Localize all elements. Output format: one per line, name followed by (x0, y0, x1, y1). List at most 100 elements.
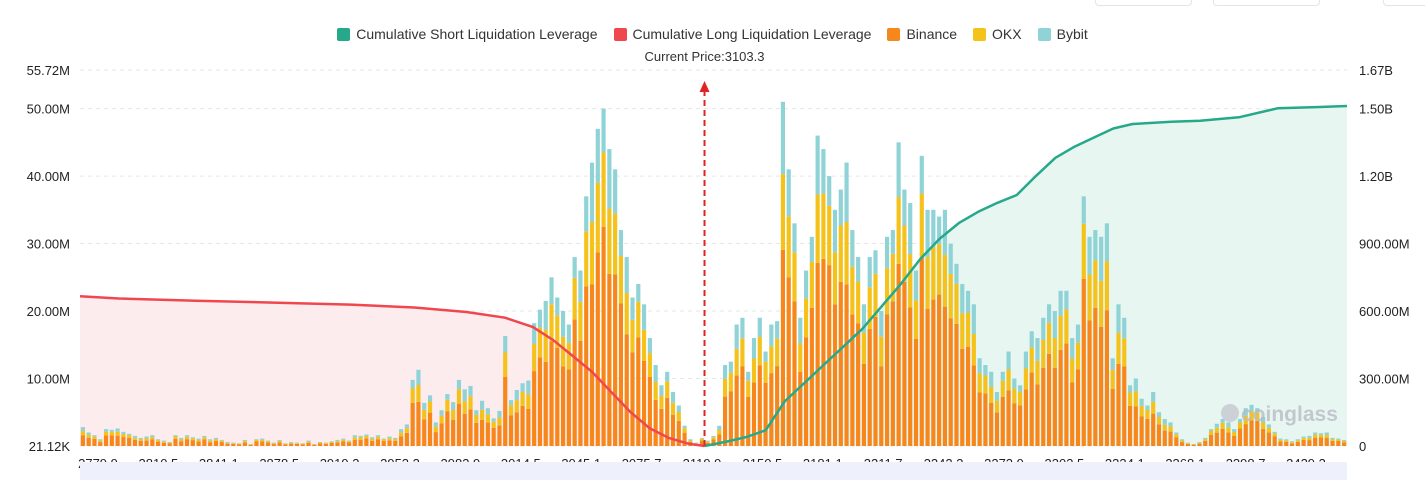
bar-okx (1104, 261, 1109, 311)
bar-okx (722, 378, 728, 397)
bar-okx (289, 442, 294, 444)
bar-okx (254, 439, 259, 442)
legend-item-long[interactable]: Cumulative Long Liquidation Leverage (613, 26, 871, 42)
legend-swatch-long (613, 27, 627, 41)
bar-bybit (537, 309, 543, 328)
bar-okx (387, 438, 392, 441)
bar-okx (393, 439, 398, 441)
bar-bybit (925, 209, 930, 258)
toolbar-button-2[interactable] (1213, 0, 1320, 6)
bar-okx (427, 401, 433, 413)
bar-binance (977, 392, 982, 446)
bar-okx (98, 440, 103, 443)
bar-bybit (1197, 441, 1202, 443)
bar-okx (861, 332, 867, 364)
bar-bybit (1342, 439, 1347, 442)
bar-bybit (156, 439, 161, 441)
bar-okx (636, 301, 641, 338)
bar-okx (856, 281, 861, 324)
y-left-tick-label: 10.00M (27, 372, 70, 387)
bar-okx (1006, 369, 1011, 391)
bar-binance (254, 441, 259, 446)
bar-bybit (589, 162, 595, 223)
y-left-tick-label: 21.12K (29, 439, 71, 454)
bar-okx (1000, 380, 1005, 398)
bar-binance (913, 338, 919, 446)
bar-bybit (815, 135, 820, 195)
bar-okx (670, 402, 676, 415)
legend-item-binance[interactable]: Binance (887, 26, 957, 42)
bar-binance (717, 434, 722, 446)
bar-bybit (1180, 439, 1185, 441)
bar-bybit (1249, 404, 1254, 412)
bar-binance (670, 414, 676, 446)
bar-binance (115, 435, 120, 446)
bar-bybit (722, 365, 728, 379)
bar-okx (532, 344, 537, 372)
bar-okx (381, 439, 386, 442)
bar-bybit (1029, 331, 1034, 348)
bar-binance (150, 439, 155, 446)
bar-bybit (850, 230, 855, 267)
bar-binance (462, 413, 467, 446)
bar-bybit (572, 257, 577, 278)
bar-binance (341, 441, 346, 446)
bar-bybit (561, 311, 566, 337)
bar-binance (1133, 406, 1138, 446)
legend-item-short[interactable]: Cumulative Short Liquidation Leverage (337, 26, 598, 42)
short-line (704, 104, 1348, 448)
bar-okx (242, 441, 247, 443)
bar-bybit (150, 435, 155, 438)
bar-okx (364, 435, 369, 439)
bar-binance (937, 294, 942, 446)
bar-okx (1336, 439, 1341, 442)
bar-okx (884, 268, 890, 315)
toolbar-button-1[interactable] (1095, 0, 1192, 6)
bar-binance (387, 440, 392, 446)
bar-okx (1041, 339, 1046, 368)
bar-okx (1035, 360, 1040, 385)
bar-okx (121, 433, 126, 438)
bar-okx (913, 300, 919, 339)
bar-bybit (416, 369, 421, 385)
bar-bybit (1301, 436, 1306, 438)
bar-okx (416, 385, 421, 402)
bar-bybit (613, 169, 618, 214)
bar-okx (306, 441, 311, 443)
bar-bybit (208, 439, 213, 441)
bar-okx (520, 392, 525, 406)
bar-binance (167, 443, 172, 446)
bar-okx (456, 389, 462, 404)
bar-okx (1255, 412, 1260, 422)
bar-bybit (1093, 230, 1098, 261)
bar-binance (312, 444, 317, 446)
bar-bybit (902, 189, 907, 226)
bar-okx (1295, 440, 1300, 442)
long-area (80, 296, 705, 446)
bar-bybit (1237, 419, 1243, 423)
bar-bybit (879, 311, 884, 337)
legend-item-okx[interactable]: OKX (973, 26, 1022, 42)
bar-binance (1046, 353, 1052, 446)
bar-okx (1203, 439, 1208, 441)
bar-binance (237, 444, 242, 446)
bar-okx (1081, 223, 1086, 279)
bar-bybit (335, 439, 340, 442)
bar-bybit (121, 431, 126, 434)
bar-bybit (578, 270, 583, 303)
bar-okx (508, 405, 514, 416)
bar-okx (127, 435, 132, 438)
y-left-tick-label: 40.00M (27, 169, 70, 184)
bar-binance (144, 440, 149, 446)
y-right-tick-label: 1.67B (1359, 63, 1393, 78)
bar-bybit (977, 358, 982, 374)
toolbar-button-3[interactable] (1383, 0, 1425, 6)
legend-item-bybit[interactable]: Bybit (1037, 26, 1088, 42)
bar-binance (480, 419, 485, 446)
bar-binance (861, 363, 867, 446)
bar-binance (451, 419, 456, 446)
bar-binance (1220, 428, 1225, 446)
bar-bybit (109, 429, 114, 432)
bar-binance (1099, 326, 1104, 446)
